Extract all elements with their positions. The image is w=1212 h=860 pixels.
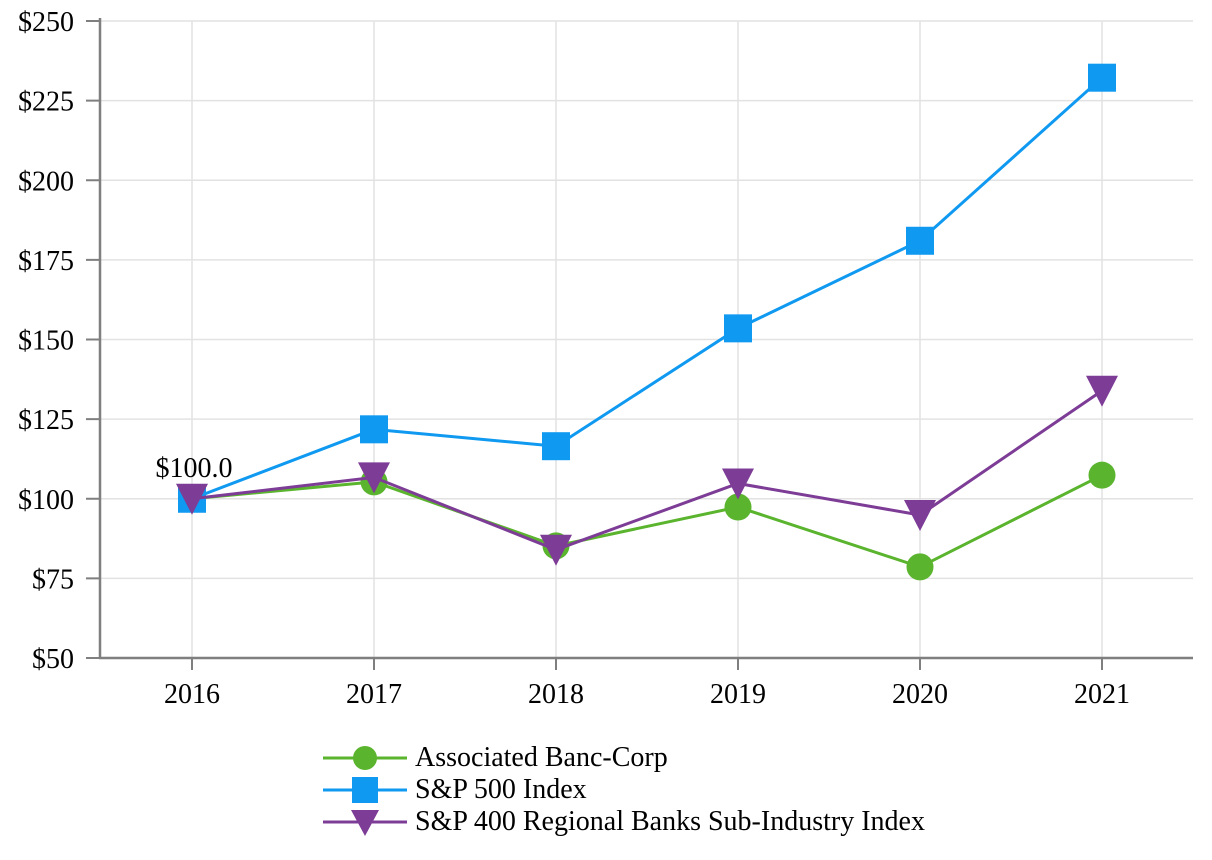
marker-s-p-400-regional-banks-sub-industry-index-2018 [540, 534, 572, 566]
legend-circle-marker-icon [323, 746, 407, 770]
legend-item-sp-500-index: S&P 500 Index [323, 774, 925, 806]
marker-s-p-400-regional-banks-sub-industry-index-2019 [722, 468, 754, 500]
series-line-s-p-400-regional-banks-sub-industry-index [191, 389, 1103, 552]
legend-triangle-marker-icon [323, 810, 407, 836]
x-tick-label: 2017 [346, 679, 402, 710]
legend-label: S&P 500 Index [415, 774, 587, 805]
marker-s-p-500-index-2017 [360, 415, 388, 444]
marker-s-p-500-index-2020 [906, 226, 934, 255]
marker-s-p-500-index-2021 [1088, 63, 1116, 92]
y-tick-label: $125 [18, 405, 74, 436]
legend-label: Associated Banc-Corp [415, 742, 668, 773]
y-tick-label: $50 [32, 644, 74, 675]
chart-legend: Associated Banc-Corp S&P 500 Index S&P 4… [323, 742, 925, 838]
x-tick-label: 2019 [710, 679, 766, 710]
y-tick-label: $200 [18, 166, 74, 197]
legend-item-associated-banc-corp: Associated Banc-Corp [323, 742, 925, 774]
marker-associated-banc-corp-2020 [906, 553, 934, 581]
marker-s-p-400-regional-banks-sub-industry-index-2021 [1086, 375, 1118, 407]
marker-s-p-400-regional-banks-sub-industry-index-2016 [176, 483, 208, 515]
x-tick-label: 2021 [1074, 679, 1130, 710]
series-line-associated-banc-corp [191, 473, 1103, 569]
legend-square-marker-icon [323, 777, 407, 803]
y-tick-label: $150 [18, 326, 74, 357]
legend-label: S&P 400 Regional Banks Sub-Industry Inde… [415, 806, 925, 837]
marker-s-p-400-regional-banks-sub-industry-index-2017 [358, 462, 390, 494]
start-value-annotation: $100.0 [156, 453, 233, 484]
marker-s-p-500-index-2018 [542, 432, 570, 461]
y-tick-label: $75 [32, 564, 74, 595]
y-tick-label: $175 [18, 246, 74, 277]
marker-associated-banc-corp-2019 [724, 493, 752, 521]
series-line-s-p-500-index [191, 76, 1104, 501]
y-tick-label: $225 [18, 87, 74, 118]
marker-s-p-400-regional-banks-sub-industry-index-2020 [904, 499, 936, 531]
marker-s-p-500-index-2019 [724, 314, 752, 343]
legend-item-sp-400-regional-banks: S&P 400 Regional Banks Sub-Industry Inde… [323, 806, 925, 838]
y-tick-label: $250 [18, 7, 74, 38]
marker-associated-banc-corp-2021 [1088, 461, 1116, 489]
x-tick-label: 2018 [528, 679, 584, 710]
x-tick-label: 2020 [892, 679, 948, 710]
y-tick-label: $100 [18, 485, 74, 516]
x-tick-label: 2016 [164, 679, 220, 710]
